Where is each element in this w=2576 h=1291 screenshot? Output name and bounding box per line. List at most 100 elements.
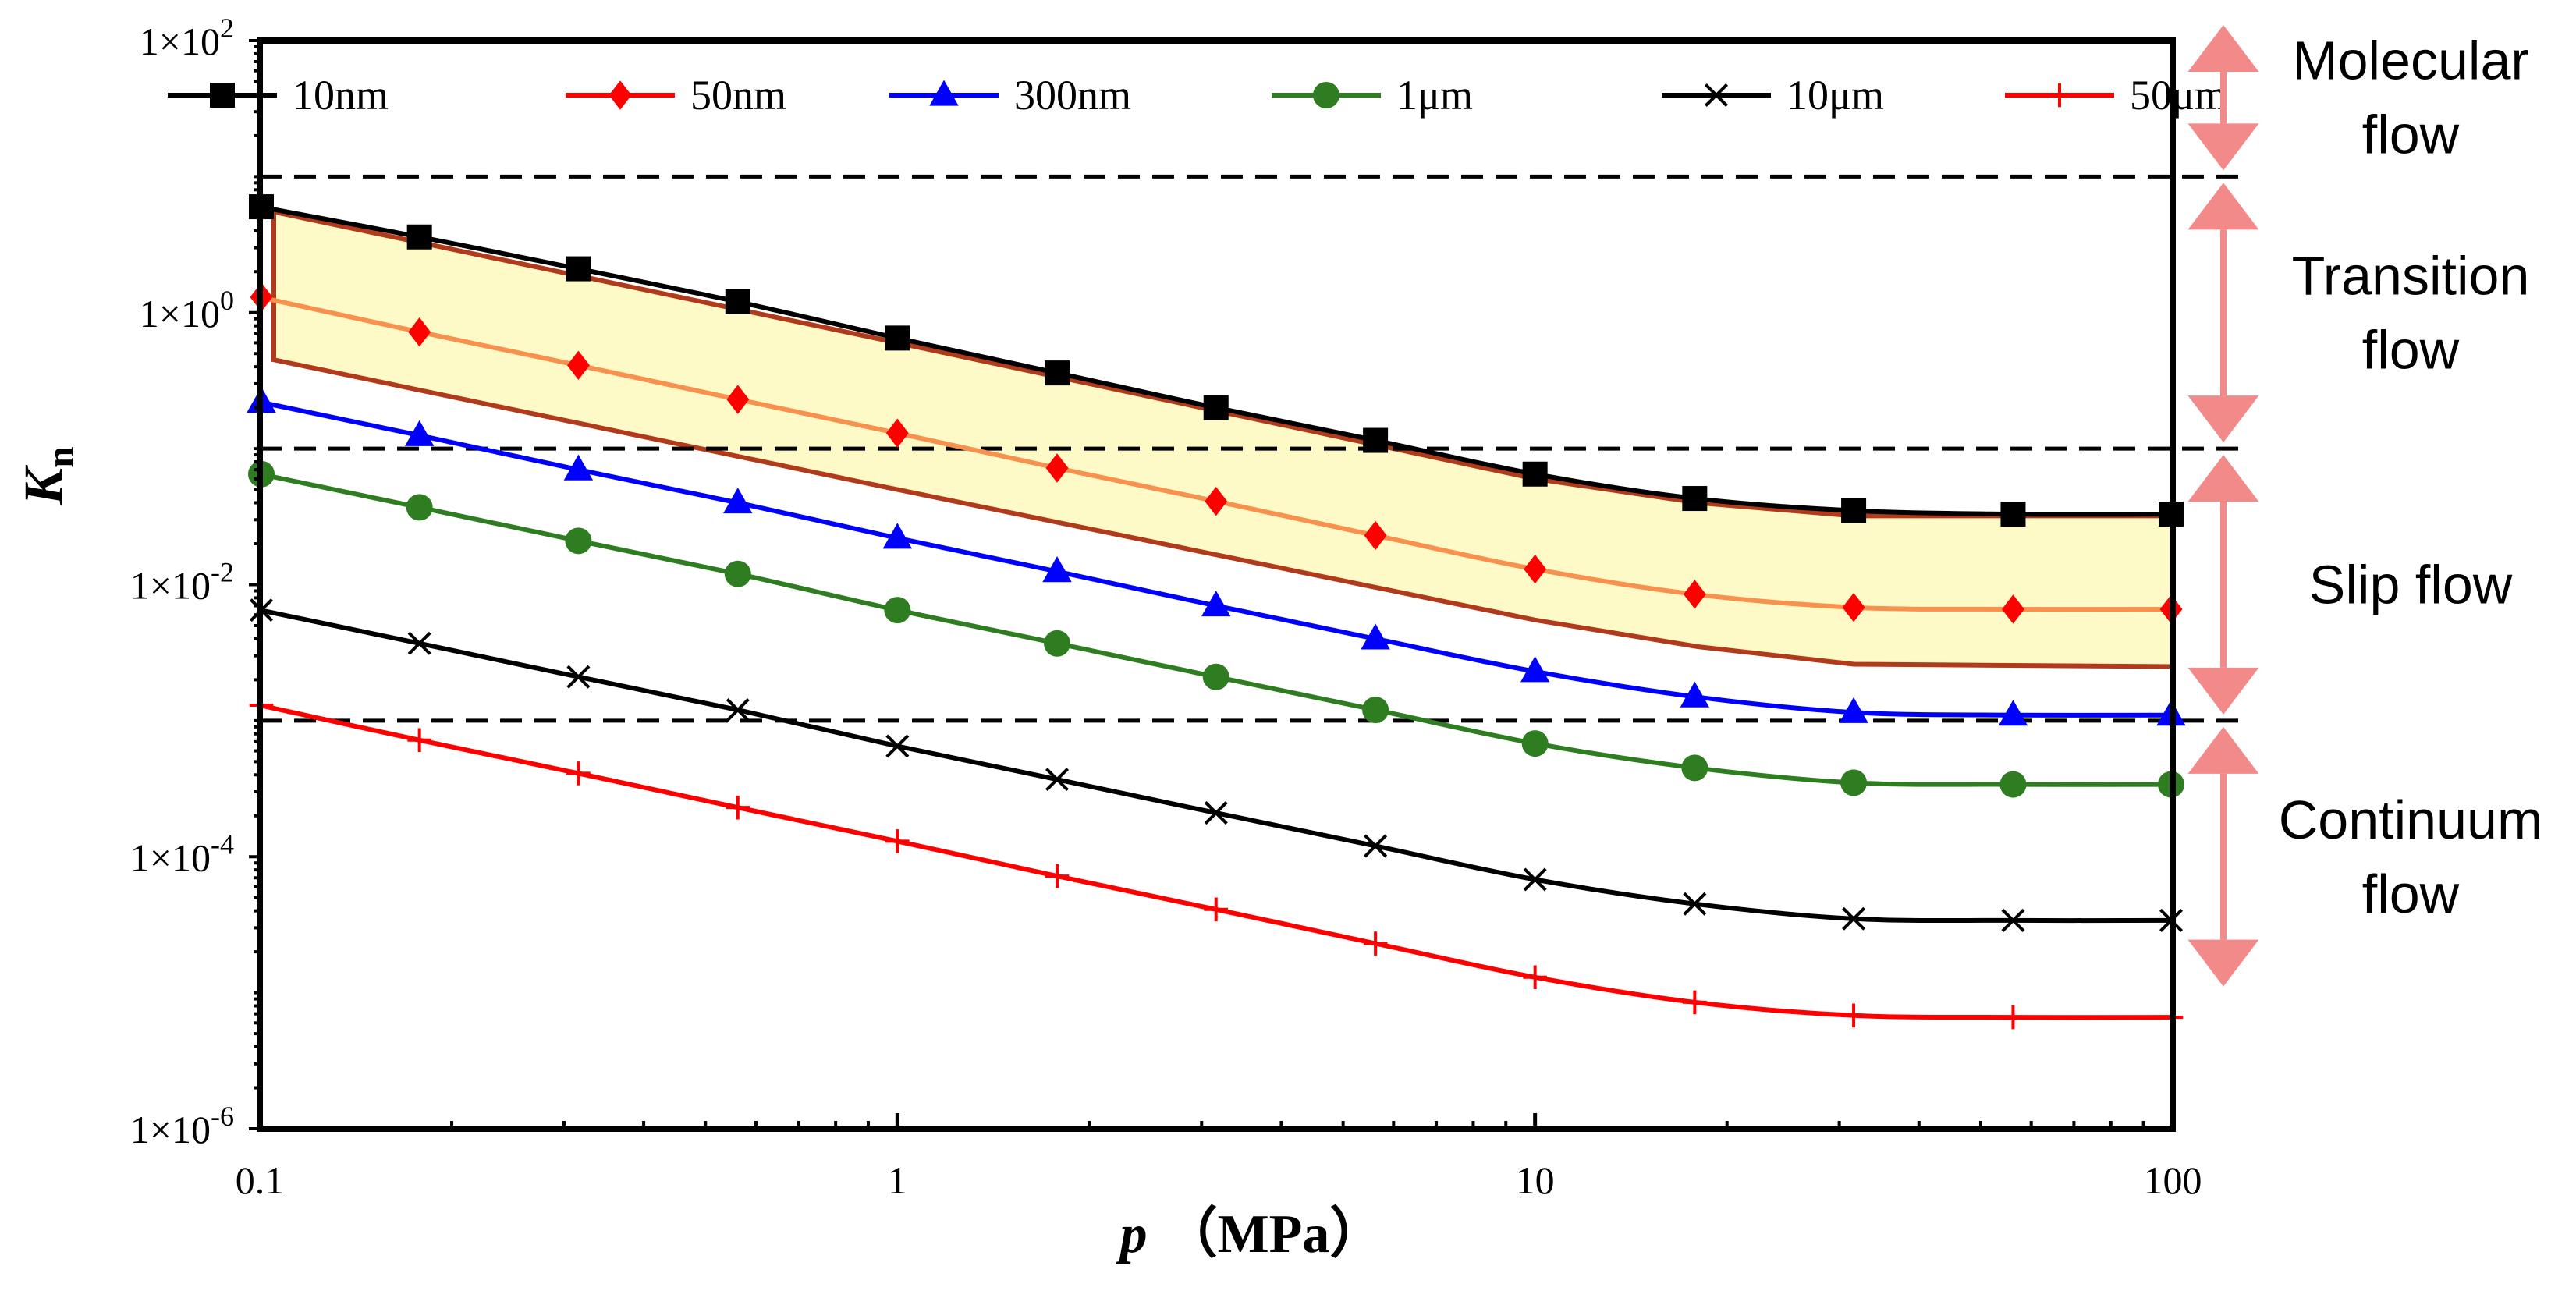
- legend-marker-300nm: [929, 80, 959, 106]
- data-point-1μm: [565, 527, 592, 555]
- y-axis-title: Kn: [12, 446, 82, 506]
- data-point-300nm: [723, 487, 753, 514]
- data-point-10nm: [725, 289, 750, 314]
- data-point-300nm: [404, 420, 435, 446]
- data-point-10nm: [1363, 427, 1389, 453]
- data-point-10μm: [407, 631, 431, 655]
- legend-marker-50nm: [609, 80, 632, 110]
- y-tick-exponent: -4: [211, 828, 234, 860]
- data-point-300nm: [1201, 590, 1231, 617]
- legend-label-50nm: 50nm: [690, 72, 786, 119]
- data-point-10nm: [566, 256, 591, 282]
- regime-label: Transition: [2292, 245, 2530, 306]
- legend-label-10nm: 10nm: [293, 72, 389, 119]
- regime-boundaries: [260, 174, 2239, 723]
- data-point-50μm: [885, 829, 910, 853]
- y-tick-base: 1×10: [130, 835, 211, 879]
- data-point-10nm: [2000, 502, 2026, 527]
- data-point-50μm: [1683, 990, 1707, 1015]
- regime-arrow-head-up: [2187, 25, 2259, 72]
- legend-label-50μm: 50μm: [2130, 72, 2227, 119]
- data-point-50μm: [1363, 931, 1388, 956]
- regime-label: Continuum: [2279, 789, 2543, 850]
- data-point-300nm: [1520, 656, 1550, 683]
- regime-label: flow: [2362, 319, 2460, 380]
- x-tick-label: 10: [1516, 1158, 1555, 1202]
- data-point-50μm: [1045, 864, 1070, 888]
- y-tick-exponent: 0: [220, 285, 234, 316]
- legend-marker-10μm: [1704, 83, 1729, 108]
- data-point-10μm: [566, 665, 591, 689]
- y-tick-label: 1×102: [140, 12, 234, 63]
- data-point-10μm: [1842, 906, 1866, 931]
- legend-marker-10nm: [210, 83, 235, 108]
- y-tick-base: 1×10: [130, 1108, 211, 1151]
- data-point-50nm: [1524, 554, 1547, 584]
- data-point-50nm: [2002, 594, 2024, 624]
- data-point-1μm: [1521, 730, 1549, 757]
- data-point-10μm: [1204, 801, 1228, 825]
- legend-label-10μm: 10μm: [1787, 72, 1884, 119]
- regime-annotations: Molecular flow Transition flow Slip flow Cont…: [2187, 25, 2543, 987]
- data-point-50μm: [1204, 897, 1229, 922]
- data-point-1μm: [1044, 630, 1071, 657]
- y-tick-label: 1×10-4: [130, 828, 234, 879]
- y-axis-sub: n: [38, 446, 82, 468]
- regime-arrow-head-up: [2187, 183, 2259, 230]
- data-point-50nm: [566, 350, 590, 380]
- legend-marker-1μm: [1313, 82, 1339, 108]
- y-tick-exponent: -6: [211, 1101, 234, 1132]
- regime-label: flow: [2362, 864, 2460, 924]
- data-point-10nm: [1522, 461, 1548, 487]
- y-tick-base: 1×10: [140, 20, 220, 63]
- data-point-50nm: [1842, 593, 1865, 622]
- data-point-10nm: [1841, 498, 1867, 523]
- regime-arrow-head-up: [2187, 726, 2259, 774]
- data-point-50nm: [408, 317, 431, 347]
- data-point-300nm: [563, 454, 594, 481]
- y-tick-exponent: 2: [220, 12, 234, 44]
- marker-layer: [247, 194, 2186, 1030]
- data-point-10μm: [726, 698, 750, 722]
- regime-label: flow: [2362, 105, 2460, 165]
- data-point-50nm: [1045, 453, 1069, 483]
- data-point-50μm: [407, 728, 431, 753]
- x-tick-label: 0.1: [236, 1158, 285, 1202]
- data-point-1μm: [1362, 697, 1389, 724]
- data-point-300nm: [1680, 681, 1710, 708]
- x-tick-label: 1: [888, 1158, 907, 1202]
- data-point-50nm: [1683, 580, 1706, 609]
- data-point-300nm: [1839, 697, 1868, 723]
- x-axis-title: p （MPa）: [1116, 1204, 1385, 1264]
- data-point-50μm: [726, 795, 750, 820]
- data-point-10nm: [1682, 486, 1708, 512]
- data-point-10μm: [1683, 892, 1707, 916]
- y-tick-label: 1×100: [140, 285, 234, 335]
- data-point-50nm: [1364, 520, 1387, 551]
- x-axis-unit: （MPa）: [1163, 1204, 1385, 1264]
- data-point-50μm: [2001, 1005, 2025, 1030]
- y-tick-label: 1×10-2: [130, 557, 234, 608]
- series-line-50μm: [260, 703, 2173, 1020]
- y-tick-base: 1×10: [140, 292, 220, 335]
- regime-arrow-head-down: [2187, 667, 2259, 715]
- regime-arrow-head-down: [2187, 939, 2259, 987]
- legend-label-300nm: 300nm: [1014, 72, 1131, 119]
- data-point-1μm: [884, 597, 911, 624]
- regime-label: Slip flow: [2309, 555, 2513, 615]
- data-point-50nm: [726, 385, 750, 414]
- data-point-300nm: [882, 523, 913, 549]
- regime-label: Molecular: [2292, 30, 2528, 91]
- data-point-10μm: [1364, 834, 1388, 858]
- data-point-10μm: [1045, 768, 1070, 792]
- data-point-50μm: [566, 761, 591, 786]
- legend-label-1μm: 1μm: [1396, 72, 1473, 119]
- data-point-1μm: [406, 494, 433, 521]
- data-point-1μm: [1681, 754, 1708, 782]
- data-point-50μm: [1841, 1003, 1866, 1028]
- y-axis-var: K: [12, 464, 75, 506]
- y-tick-label: 1×10-6: [130, 1101, 234, 1151]
- uncertainty-band: [271, 208, 2175, 669]
- legend: 10nm 50nm 300nm 1μm 10μm 50μm: [168, 72, 2227, 119]
